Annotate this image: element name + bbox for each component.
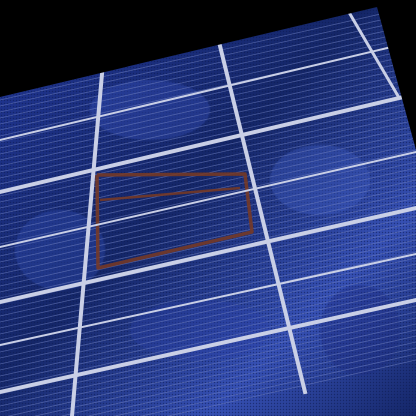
finger-line	[0, 317, 416, 413]
finger-line	[0, 263, 416, 359]
finger-line	[0, 17, 416, 113]
finger-line	[0, 83, 416, 179]
finger-line	[0, 341, 416, 416]
finger-line	[0, 89, 416, 185]
finger-line	[0, 233, 416, 329]
finger-line	[0, 191, 416, 287]
finger-line	[0, 173, 416, 269]
grid-lines	[0, 11, 416, 416]
finger-line	[0, 59, 416, 155]
finger-line	[0, 155, 416, 251]
finger-line	[0, 347, 416, 416]
finger-line	[0, 329, 416, 416]
finger-line	[0, 257, 416, 353]
finger-line	[0, 47, 416, 143]
finger-line	[0, 359, 416, 416]
finger-line	[0, 305, 416, 401]
finger-line	[0, 149, 416, 245]
finger-line	[0, 119, 416, 215]
finger-line	[0, 23, 416, 119]
finger-line	[0, 7, 416, 101]
finger-line	[0, 185, 416, 281]
finger-line	[0, 137, 416, 233]
finger-line	[0, 167, 416, 263]
finger-line	[0, 281, 416, 377]
finger-line	[0, 227, 416, 323]
finger-line	[0, 161, 416, 257]
finger-line	[0, 29, 416, 125]
finger-line	[0, 35, 416, 131]
finger-line	[0, 107, 416, 203]
finger-line	[0, 245, 416, 341]
finger-line	[0, 65, 416, 161]
finger-line	[0, 197, 416, 293]
finger-line	[0, 113, 416, 209]
finger-line	[0, 287, 416, 383]
finger-line	[0, 131, 416, 227]
finger-line	[0, 71, 416, 167]
finger-line	[0, 311, 416, 407]
finger-line	[0, 353, 416, 416]
finger-line	[0, 275, 416, 371]
finger-line	[0, 77, 416, 173]
finger-line	[0, 11, 416, 107]
finger-line	[0, 239, 416, 335]
finger-line	[0, 269, 416, 365]
finger-line	[0, 179, 416, 275]
damage-mark	[95, 172, 254, 270]
finger-line	[0, 221, 416, 317]
finger-line	[0, 203, 416, 299]
finger-line	[0, 101, 416, 197]
finger-line	[0, 215, 416, 311]
finger-line	[0, 323, 416, 416]
finger-line	[0, 335, 416, 416]
finger-line	[0, 293, 416, 389]
finger-line	[0, 53, 416, 149]
